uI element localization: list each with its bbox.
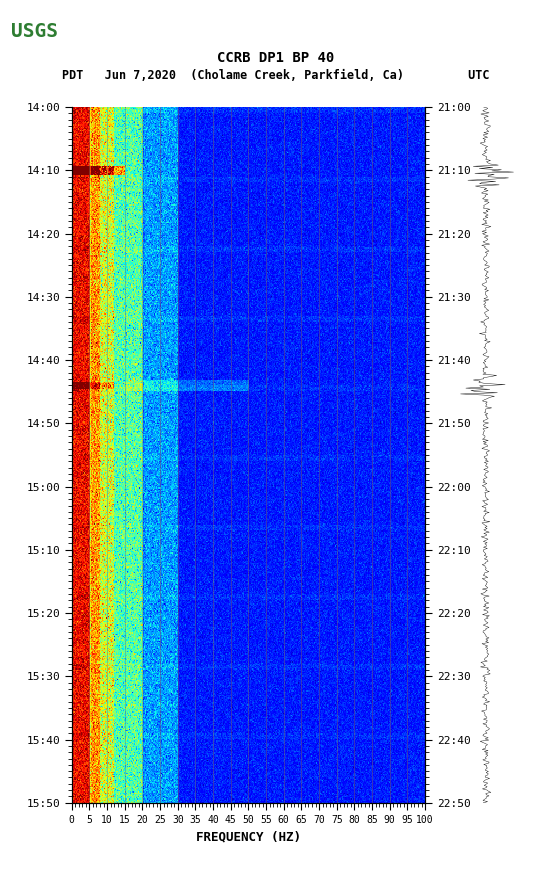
Text: PDT   Jun 7,2020  (Cholame Creek, Parkfield, Ca)         UTC: PDT Jun 7,2020 (Cholame Creek, Parkfield… <box>62 70 490 82</box>
X-axis label: FREQUENCY (HZ): FREQUENCY (HZ) <box>196 830 301 843</box>
Text: USGS: USGS <box>11 22 58 41</box>
Text: CCRB DP1 BP 40: CCRB DP1 BP 40 <box>217 51 335 65</box>
